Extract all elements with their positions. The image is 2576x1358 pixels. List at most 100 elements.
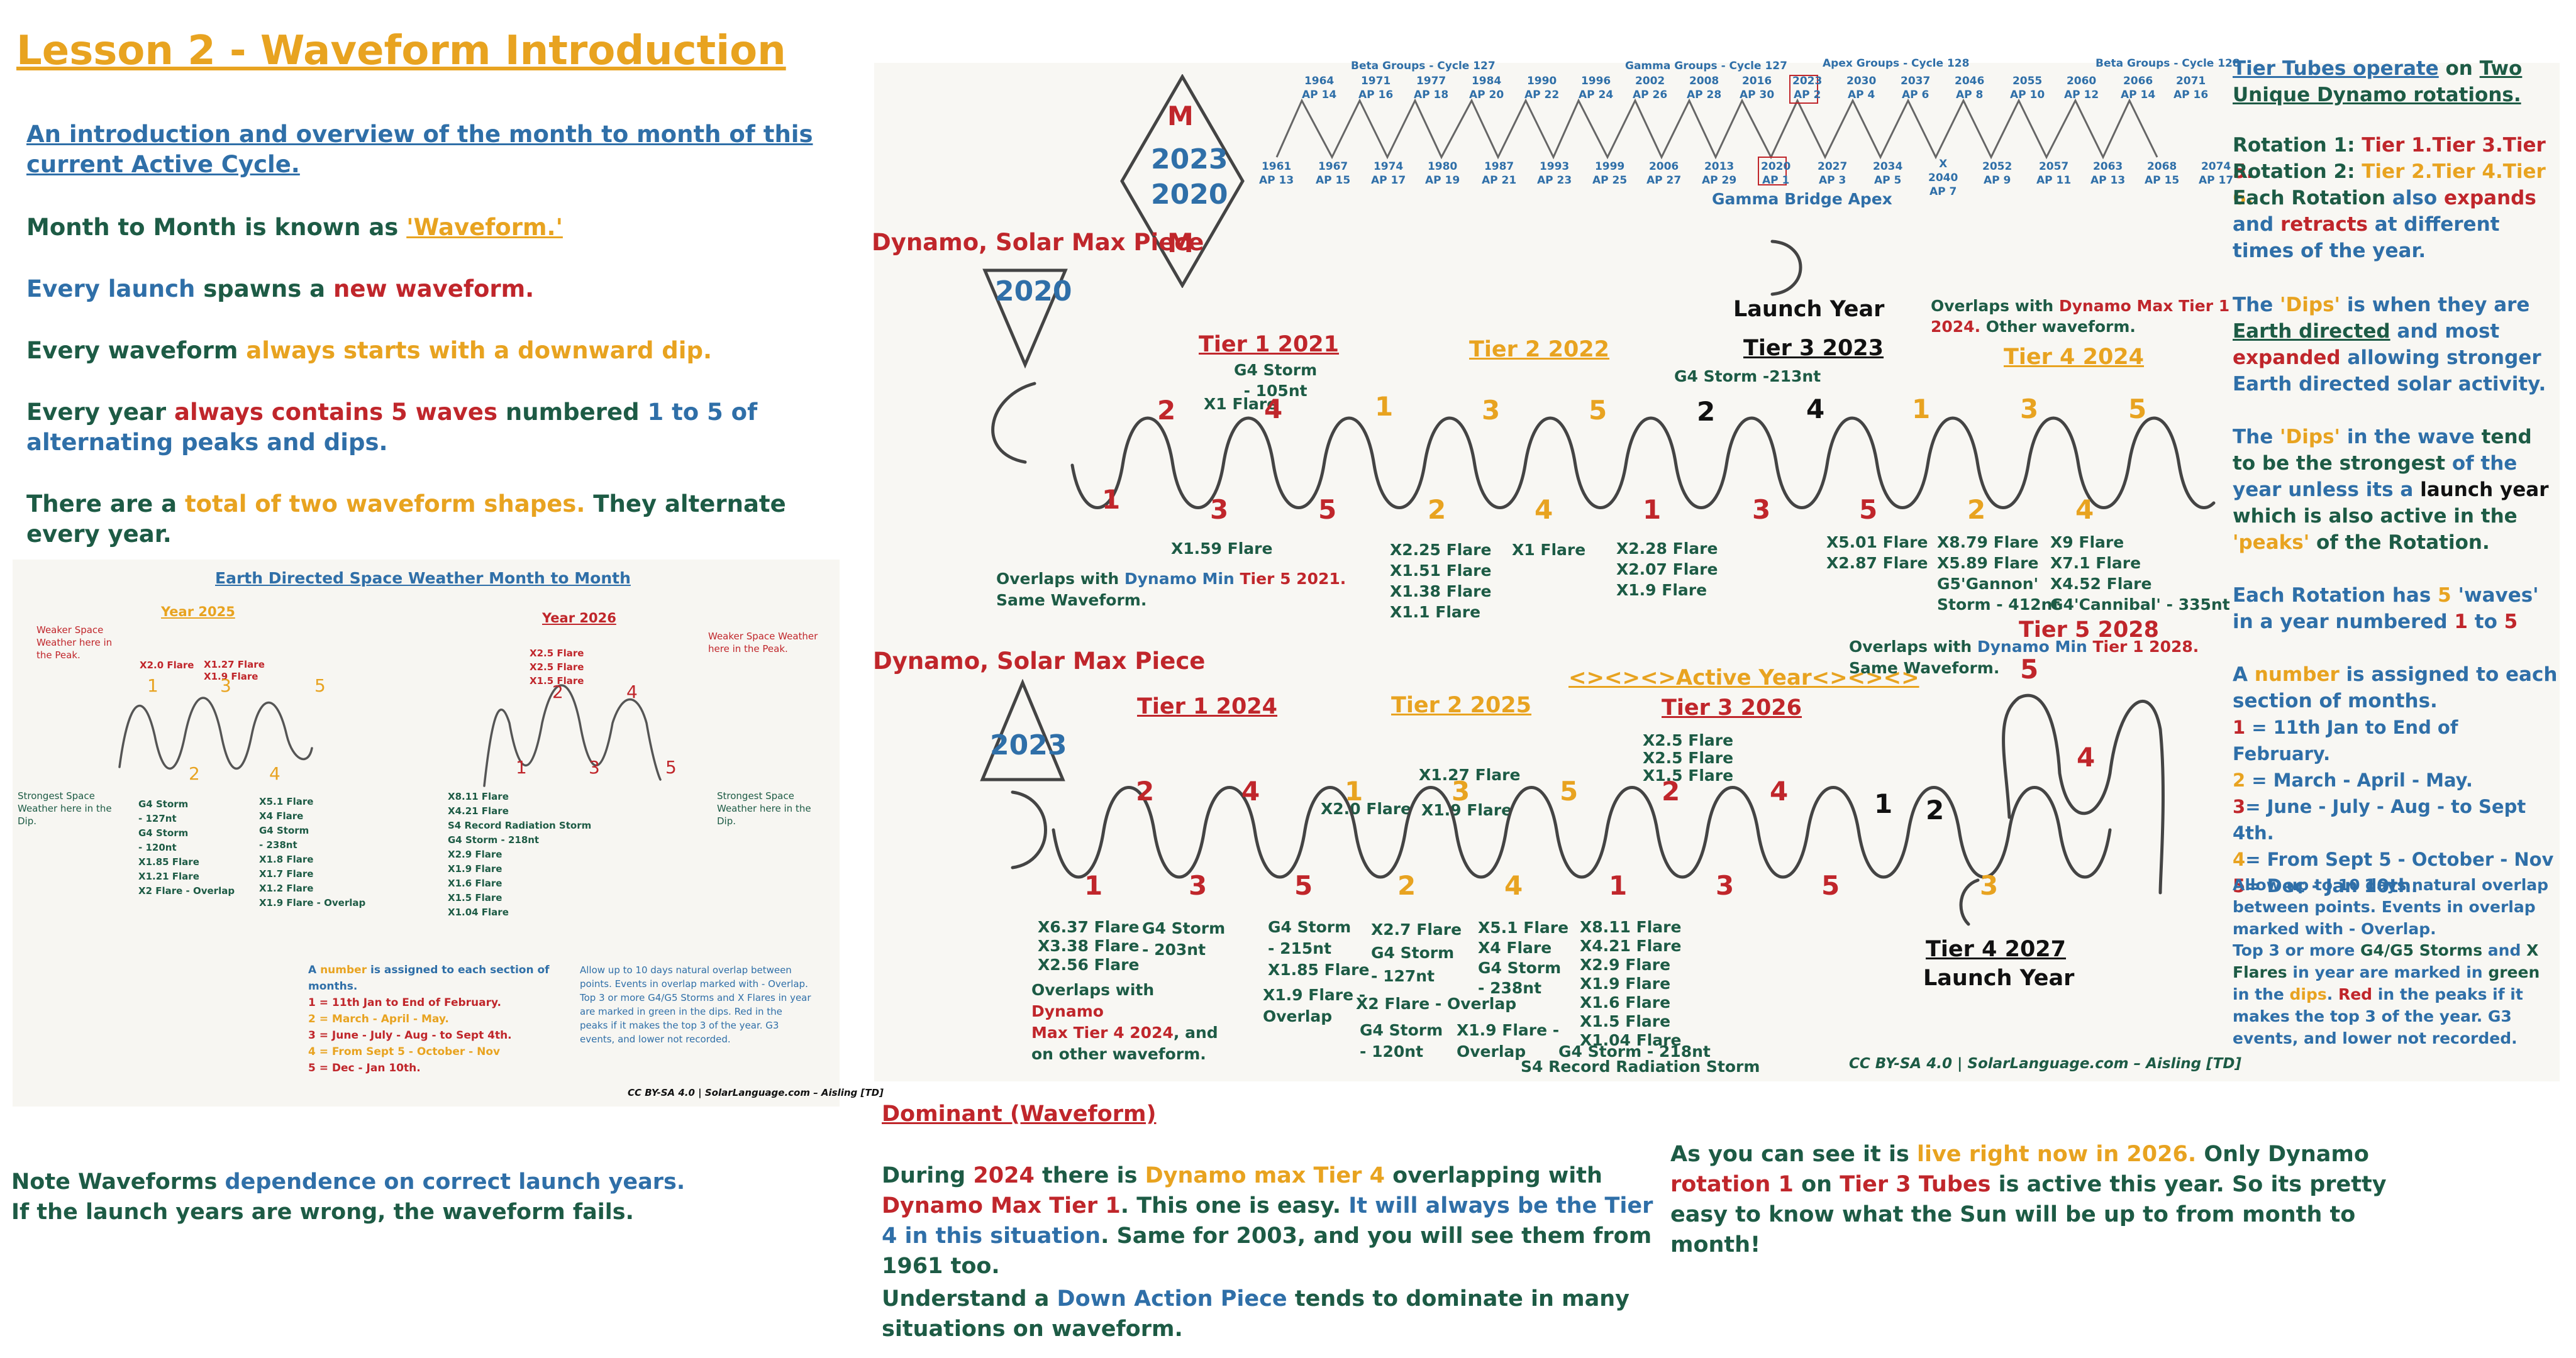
lower-p-x127: X1.27 Flare bbox=[1419, 766, 1521, 784]
small-y1-c4: X5.1 Flare X4 Flare G4 Storm - 238nt X1.… bbox=[259, 796, 366, 908]
small-year-2026: Year 2026 bbox=[542, 610, 616, 626]
lower-tier2: Tier 2 2025 bbox=[1391, 693, 1532, 718]
lower-e4c: G4 Storm - 120nt bbox=[1360, 1021, 1443, 1061]
live-paragraph: As you can see it is live right now in 2… bbox=[1670, 1142, 2387, 1257]
wave-number: 1 bbox=[1874, 788, 1893, 819]
upper-overlap-bottom: Overlaps with Dynamo Min Tier 5 2021. Sam… bbox=[996, 570, 1346, 609]
upper-t1-note: G4 Storm - 105nt bbox=[1234, 361, 1318, 400]
right-note-2: Top 3 or more G4/G5 Storms and X Flares … bbox=[2233, 941, 2540, 1047]
right-p3: Rotation 2: Tier 2.Tier 4.Tier 6. bbox=[2233, 160, 2546, 209]
gamma-127-label: Gamma Groups - Cycle 127 bbox=[1625, 60, 1787, 72]
small-y1-peak-b: X1.27 Flare X1.9 Flare bbox=[204, 659, 265, 682]
wave-number: 1 bbox=[1609, 870, 1628, 901]
cycle-top-label: 1996 AP 24 bbox=[1579, 75, 1614, 101]
wave-number: 3 bbox=[2020, 394, 2039, 424]
upper-launch-year: Launch Year bbox=[1733, 297, 1885, 322]
cycle-bottom-label: 1993 AP 23 bbox=[1537, 160, 1572, 187]
wave-number: 4 bbox=[1806, 394, 1825, 424]
cycle-top-label: 2002 AP 26 bbox=[1633, 75, 1668, 101]
upper-launch-mark bbox=[1770, 240, 1802, 296]
cycle-bottom-label: 2063 AP 13 bbox=[2090, 160, 2126, 187]
upper-tier1: Tier 1 2021 bbox=[1199, 332, 1340, 357]
wave-number: 5 bbox=[1589, 395, 1607, 426]
lower-tier4: Tier 4 2027 bbox=[1926, 937, 2067, 962]
cycle-top-label: 2008 AP 28 bbox=[1687, 75, 1722, 101]
small-waveform-panel bbox=[13, 560, 840, 1107]
small-m1: 1 bbox=[516, 757, 527, 778]
small-chart-title: Earth Directed Space Weather Month to Mo… bbox=[215, 569, 631, 587]
wave-number: 3 bbox=[1752, 494, 1771, 525]
wave-number: 5 bbox=[1859, 494, 1878, 525]
upper-t3-note: G4 Storm -213nt bbox=[1674, 367, 1821, 385]
lower-tier3: Tier 3 2026 bbox=[1662, 695, 1802, 720]
wave-number: 4 bbox=[1241, 776, 1260, 807]
lower-p-x2: X2.0 Flare bbox=[1321, 800, 1412, 818]
cycle-bottom-label: 2034 AP 5 bbox=[1873, 160, 1903, 187]
upper-overlap-top: Overlaps with Dynamo Max Tier 1 2024. Ot… bbox=[1931, 297, 2230, 336]
small-y2-c: X8.11 Flare X4.21 Flare S4 Record Radiat… bbox=[448, 791, 592, 918]
cycle-bottom-label: 2074 AP 17 bbox=[2199, 160, 2234, 187]
wave-number: 2 bbox=[1967, 494, 1986, 525]
main-waveform-panel bbox=[874, 63, 2560, 1081]
upper-e2: X2.25 Flare X1.51 Flare X1.38 Flare X1.1… bbox=[1390, 541, 1492, 621]
note-paragraph: Note Waveforms dependence on correct lau… bbox=[11, 1169, 686, 1225]
lower-e6b: G4 Storm - 218nt bbox=[1558, 1042, 1711, 1061]
diamond-year-2020: 2020 bbox=[1151, 179, 1228, 211]
main-credit: CC BY-SA 4.0 | SolarLanguage.com – Aisli… bbox=[1849, 1056, 2241, 1072]
lower-e1: X6.37 Flare X3.38 Flare X2.56 Flare bbox=[1038, 918, 1140, 974]
wave-number: 5 bbox=[2020, 654, 2039, 685]
upper-year-triangle bbox=[982, 268, 1068, 369]
small-n3: 3 bbox=[220, 679, 231, 696]
upper-e7: X9 Flare X7.1 Flare X4.52 Flare G4'Canni… bbox=[2050, 533, 2230, 614]
cycle-top-label: 1964 AP 14 bbox=[1302, 75, 1337, 101]
lower-active-year: <><><>Active Year<><><> bbox=[1568, 665, 1919, 690]
upper-e6: X8.79 Flare X5.89 Flare G5'Gannon' Storm… bbox=[1937, 533, 2060, 614]
upper-e1: X1.59 Flare bbox=[1171, 539, 1273, 558]
lower-e6: X8.11 Flare X4.21 Flare X2.9 Flare X1.9 … bbox=[1580, 918, 1682, 1049]
small-n4: 4 bbox=[269, 763, 280, 784]
wave-number: 5 bbox=[1294, 870, 1313, 901]
wave-number: 3 bbox=[1210, 494, 1229, 525]
cycle-top-label: 2060 AP 12 bbox=[2064, 75, 2099, 101]
cycle-bottom-label: 2013 AP 29 bbox=[1702, 160, 1737, 187]
wave-number: 2 bbox=[1136, 776, 1155, 807]
mm-diamond bbox=[1120, 74, 1245, 288]
wave-number: 1 bbox=[1084, 870, 1103, 901]
intro-link[interactable]: An introduction and overview of the mont… bbox=[26, 121, 813, 178]
weak-note-right: Weaker Space Weather here in the Peak. bbox=[708, 631, 818, 654]
wave-number: 1 bbox=[1102, 484, 1121, 515]
wave-number: 1 bbox=[1345, 776, 1363, 807]
wave-number: 1 bbox=[1912, 394, 1931, 424]
lower-tier1: Tier 1 2024 bbox=[1137, 694, 1278, 719]
cycle-bottom-label: 1967 AP 15 bbox=[1316, 160, 1351, 187]
cycle-top-label: 2046 AP 8 bbox=[1955, 75, 1985, 101]
small-wave-2026 bbox=[483, 684, 662, 787]
cycle-top-label: 2037 AP 6 bbox=[1901, 75, 1931, 101]
wave-number: 4 bbox=[1264, 394, 1283, 424]
wave-number: 3 bbox=[1716, 870, 1735, 901]
upper-waveform-svg bbox=[991, 382, 2216, 509]
gamma-bridge-apex: Gamma Bridge Apex bbox=[1712, 190, 1892, 208]
upper-tier4: Tier 4 2024 bbox=[2004, 345, 2145, 370]
right-p2: Rotation 1: Tier 1.Tier 3.Tier 5. bbox=[2233, 134, 2546, 183]
right-p6: The 'Dips' in the wave tend to be the st… bbox=[2233, 426, 2549, 554]
cycle-zigzag bbox=[1275, 75, 2158, 185]
small-n1: 1 bbox=[147, 679, 158, 696]
small-overlap-note: Allow up to 10 days natural overlap betw… bbox=[580, 964, 811, 1045]
cycle-bottom-label: 2006 AP 27 bbox=[1646, 160, 1682, 187]
cycle-bottom-label: 2068 AP 15 bbox=[2145, 160, 2180, 187]
right-p7: Each Rotation has 5 'waves' in a year nu… bbox=[2233, 584, 2539, 633]
lower-launch-year: Launch Year bbox=[1923, 966, 2075, 991]
lower-year-triangle bbox=[980, 679, 1065, 781]
upper-e5: X5.01 Flare X2.87 Flare bbox=[1826, 533, 1928, 572]
intro-line-5: Every year always contains 5 waves numbe… bbox=[26, 399, 758, 456]
right-key: 1 = 11th Jan to End of February. 2 = Mar… bbox=[2233, 717, 2554, 897]
cycle-bottom-label: 2052 AP 9 bbox=[1982, 160, 2012, 187]
wave-number: 5 bbox=[1821, 870, 1840, 901]
diamond-year-2023: 2023 bbox=[1151, 143, 1228, 175]
right-p8: A number is assigned to each section of … bbox=[2233, 663, 2558, 712]
wave-number: 3 bbox=[1482, 395, 1501, 426]
weak-note-left: Weaker Space Weather here in the Peak. bbox=[36, 624, 113, 661]
right-p5: The 'Dips' is when they are Earth direct… bbox=[2233, 294, 2546, 395]
apex-128-label: Apex Groups - Cycle 128 bbox=[1823, 57, 1970, 70]
